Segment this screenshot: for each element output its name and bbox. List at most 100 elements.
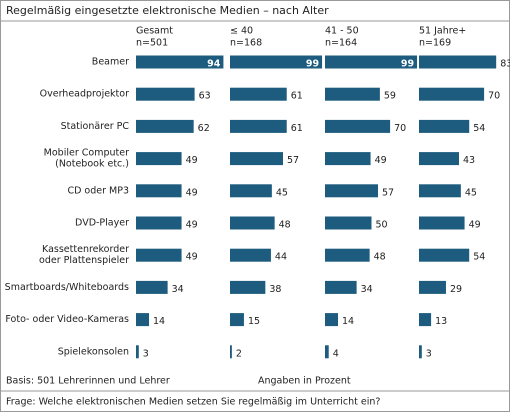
panel-n: n=168 (230, 38, 262, 49)
value-label: 14 (342, 316, 354, 327)
bar (136, 248, 182, 262)
category-label: Smartboards/Whiteboards (5, 282, 129, 293)
value-label: 45 (465, 187, 477, 198)
bar (325, 313, 339, 327)
category-label: Stationärer PC (61, 121, 130, 132)
bar (325, 280, 357, 294)
value-label: 48 (279, 220, 291, 231)
bar (136, 313, 150, 327)
chart-title: Regelmäßig eingesetzte elektronische Med… (6, 4, 329, 17)
bar (419, 248, 470, 262)
bar (325, 152, 371, 166)
category-label: Spielekonsolen (58, 346, 129, 357)
value-label: 3 (426, 348, 432, 359)
bar (325, 87, 380, 101)
bar (136, 119, 194, 133)
bar (325, 119, 391, 133)
bar (419, 87, 485, 101)
value-label: 34 (172, 284, 184, 295)
value-label: 3 (143, 348, 149, 359)
bar (136, 345, 139, 359)
value-label: 99 (401, 59, 414, 70)
value-label: 15 (248, 316, 260, 327)
value-label: 48 (374, 252, 386, 263)
panel-header: 41 - 50 (325, 26, 359, 37)
value-label: 57 (382, 187, 394, 198)
bar (136, 216, 182, 230)
category-label: Foto- oder Video-Kameras (5, 314, 129, 325)
bar (230, 152, 284, 166)
category-label: (Notebook etc.) (55, 159, 129, 170)
bar (136, 280, 168, 294)
panel-n: n=164 (325, 38, 357, 49)
bar (230, 87, 287, 101)
panel-header: Gesamt (136, 26, 173, 37)
value-label: 49 (375, 155, 387, 166)
value-label: 83 (500, 59, 510, 70)
bar (419, 280, 446, 294)
value-label: 4 (333, 348, 339, 359)
bar (325, 345, 329, 359)
value-label: 45 (276, 187, 288, 198)
category-label: oder Plattenspieler (39, 255, 129, 266)
bar (419, 184, 461, 198)
value-label: 70 (394, 123, 406, 134)
value-label: 49 (469, 220, 481, 231)
category-label: Mobiler Computer (44, 148, 129, 159)
question: Frage: Welche elektronischen Medien setz… (6, 397, 380, 408)
category-label: Beamer (92, 57, 129, 68)
value-label: 70 (488, 91, 500, 102)
value-label: 54 (473, 252, 485, 263)
category-label: Overheadprojektor (40, 89, 129, 100)
bar (419, 152, 459, 166)
value-label: 14 (153, 316, 165, 327)
bar (325, 216, 372, 230)
bar (136, 152, 182, 166)
value-label: 61 (291, 91, 303, 102)
value-label: 62 (198, 123, 210, 134)
bar (230, 216, 275, 230)
bar (325, 248, 370, 262)
value-label: 57 (287, 155, 299, 166)
bar (230, 248, 271, 262)
bar (419, 313, 432, 327)
bar (136, 87, 195, 101)
bar (419, 119, 470, 133)
bar (325, 184, 379, 198)
category-label: Kassettenrekorder (42, 244, 129, 255)
value-label: 13 (435, 316, 447, 327)
basis: Basis: 501 Lehrerinnen und Lehrer (6, 376, 170, 387)
panel-n: n=169 (419, 38, 451, 49)
bar (419, 345, 422, 359)
bar (136, 55, 224, 69)
bar (419, 216, 465, 230)
panel-header: ≤ 40 (230, 26, 253, 37)
bar (230, 313, 244, 327)
value-label: 50 (376, 220, 388, 231)
value-label: 63 (199, 91, 211, 102)
panel-n: n=501 (136, 38, 168, 49)
bar (230, 345, 232, 359)
bar (136, 184, 182, 198)
value-label: 49 (186, 252, 198, 263)
value-label: 99 (306, 59, 319, 70)
bar (230, 55, 323, 69)
value-label: 49 (186, 187, 198, 198)
value-label: 43 (463, 155, 475, 166)
value-label: 38 (269, 284, 281, 295)
value-label: 49 (186, 155, 198, 166)
category-label: CD oder MP3 (67, 185, 129, 196)
value-label: 59 (384, 91, 396, 102)
value-label: 29 (450, 284, 462, 295)
value-label: 54 (473, 123, 485, 134)
value-label: 94 (207, 59, 221, 70)
bar (230, 280, 266, 294)
unit-note: Angaben in Prozent (258, 376, 351, 387)
category-label: DVD-Player (75, 218, 129, 229)
value-label: 34 (361, 284, 373, 295)
bar (325, 55, 418, 69)
value-label: 49 (186, 220, 198, 231)
bar (230, 184, 272, 198)
value-label: 2 (236, 348, 242, 359)
